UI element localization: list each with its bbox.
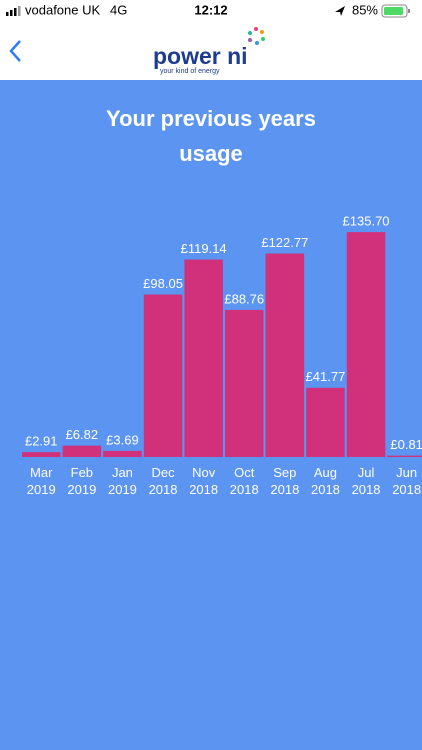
- bar: [103, 450, 142, 457]
- x-tick-label: Aug 2018: [311, 465, 340, 497]
- chart-title: Your previous years usage: [106, 106, 316, 166]
- chart: Your previous years usage £2.91 Mar 2019 £6.…: [22, 106, 422, 497]
- bar: [22, 452, 61, 457]
- value-label: £0.81: [390, 437, 422, 452]
- x-tick-label: Jan 2019: [108, 465, 137, 497]
- x-tick-label: Dec 2018: [149, 465, 178, 497]
- value-label: £41.77: [306, 369, 346, 384]
- value-label: £135.70: [343, 214, 390, 229]
- bar: [143, 294, 183, 457]
- x-tick-label: Nov 2018: [189, 465, 218, 497]
- value-label: £2.91: [25, 434, 58, 449]
- x-tick-label: Sep 2018: [270, 465, 299, 497]
- status-icons: vodafone UK 4G 12:12 85%: [6, 2, 410, 18]
- x-tick-label: Oct 2018: [230, 465, 259, 497]
- header: power ni your kind of energy: [0, 22, 422, 80]
- bar: [346, 232, 386, 457]
- x-tick-label: Jun 2018: [392, 465, 421, 497]
- value-label: £119.14: [181, 241, 227, 256]
- carrier: vodafone UK: [25, 2, 100, 17]
- bar: [265, 253, 305, 457]
- logo-flower: [248, 27, 265, 45]
- bar: [387, 455, 422, 457]
- value-label: £122.77: [261, 235, 308, 250]
- status-bar: vodafone UK 4G 12:12 85%: [0, 0, 422, 22]
- time: 12:12: [194, 2, 227, 17]
- value-label: £3.69: [106, 432, 139, 447]
- battery-level: 85%: [352, 2, 378, 17]
- x-tick-label: Mar 2019: [27, 465, 56, 497]
- logo: power ni: [153, 43, 248, 69]
- x-tick-label: Jul 2018: [352, 465, 381, 497]
- network: 4G: [110, 2, 127, 17]
- back-button[interactable]: [9, 40, 21, 62]
- bar: [184, 259, 223, 457]
- tagline: your kind of energy: [160, 68, 220, 75]
- x-tick-label: Feb 2019: [67, 465, 96, 497]
- bar: [62, 445, 102, 457]
- value-label: £98.05: [143, 276, 183, 291]
- bar: [306, 387, 345, 457]
- header-graphics: power ni your kind of energy: [9, 27, 265, 75]
- value-label: £6.82: [66, 427, 99, 442]
- bar: [225, 309, 264, 457]
- value-label: £88.76: [224, 291, 264, 306]
